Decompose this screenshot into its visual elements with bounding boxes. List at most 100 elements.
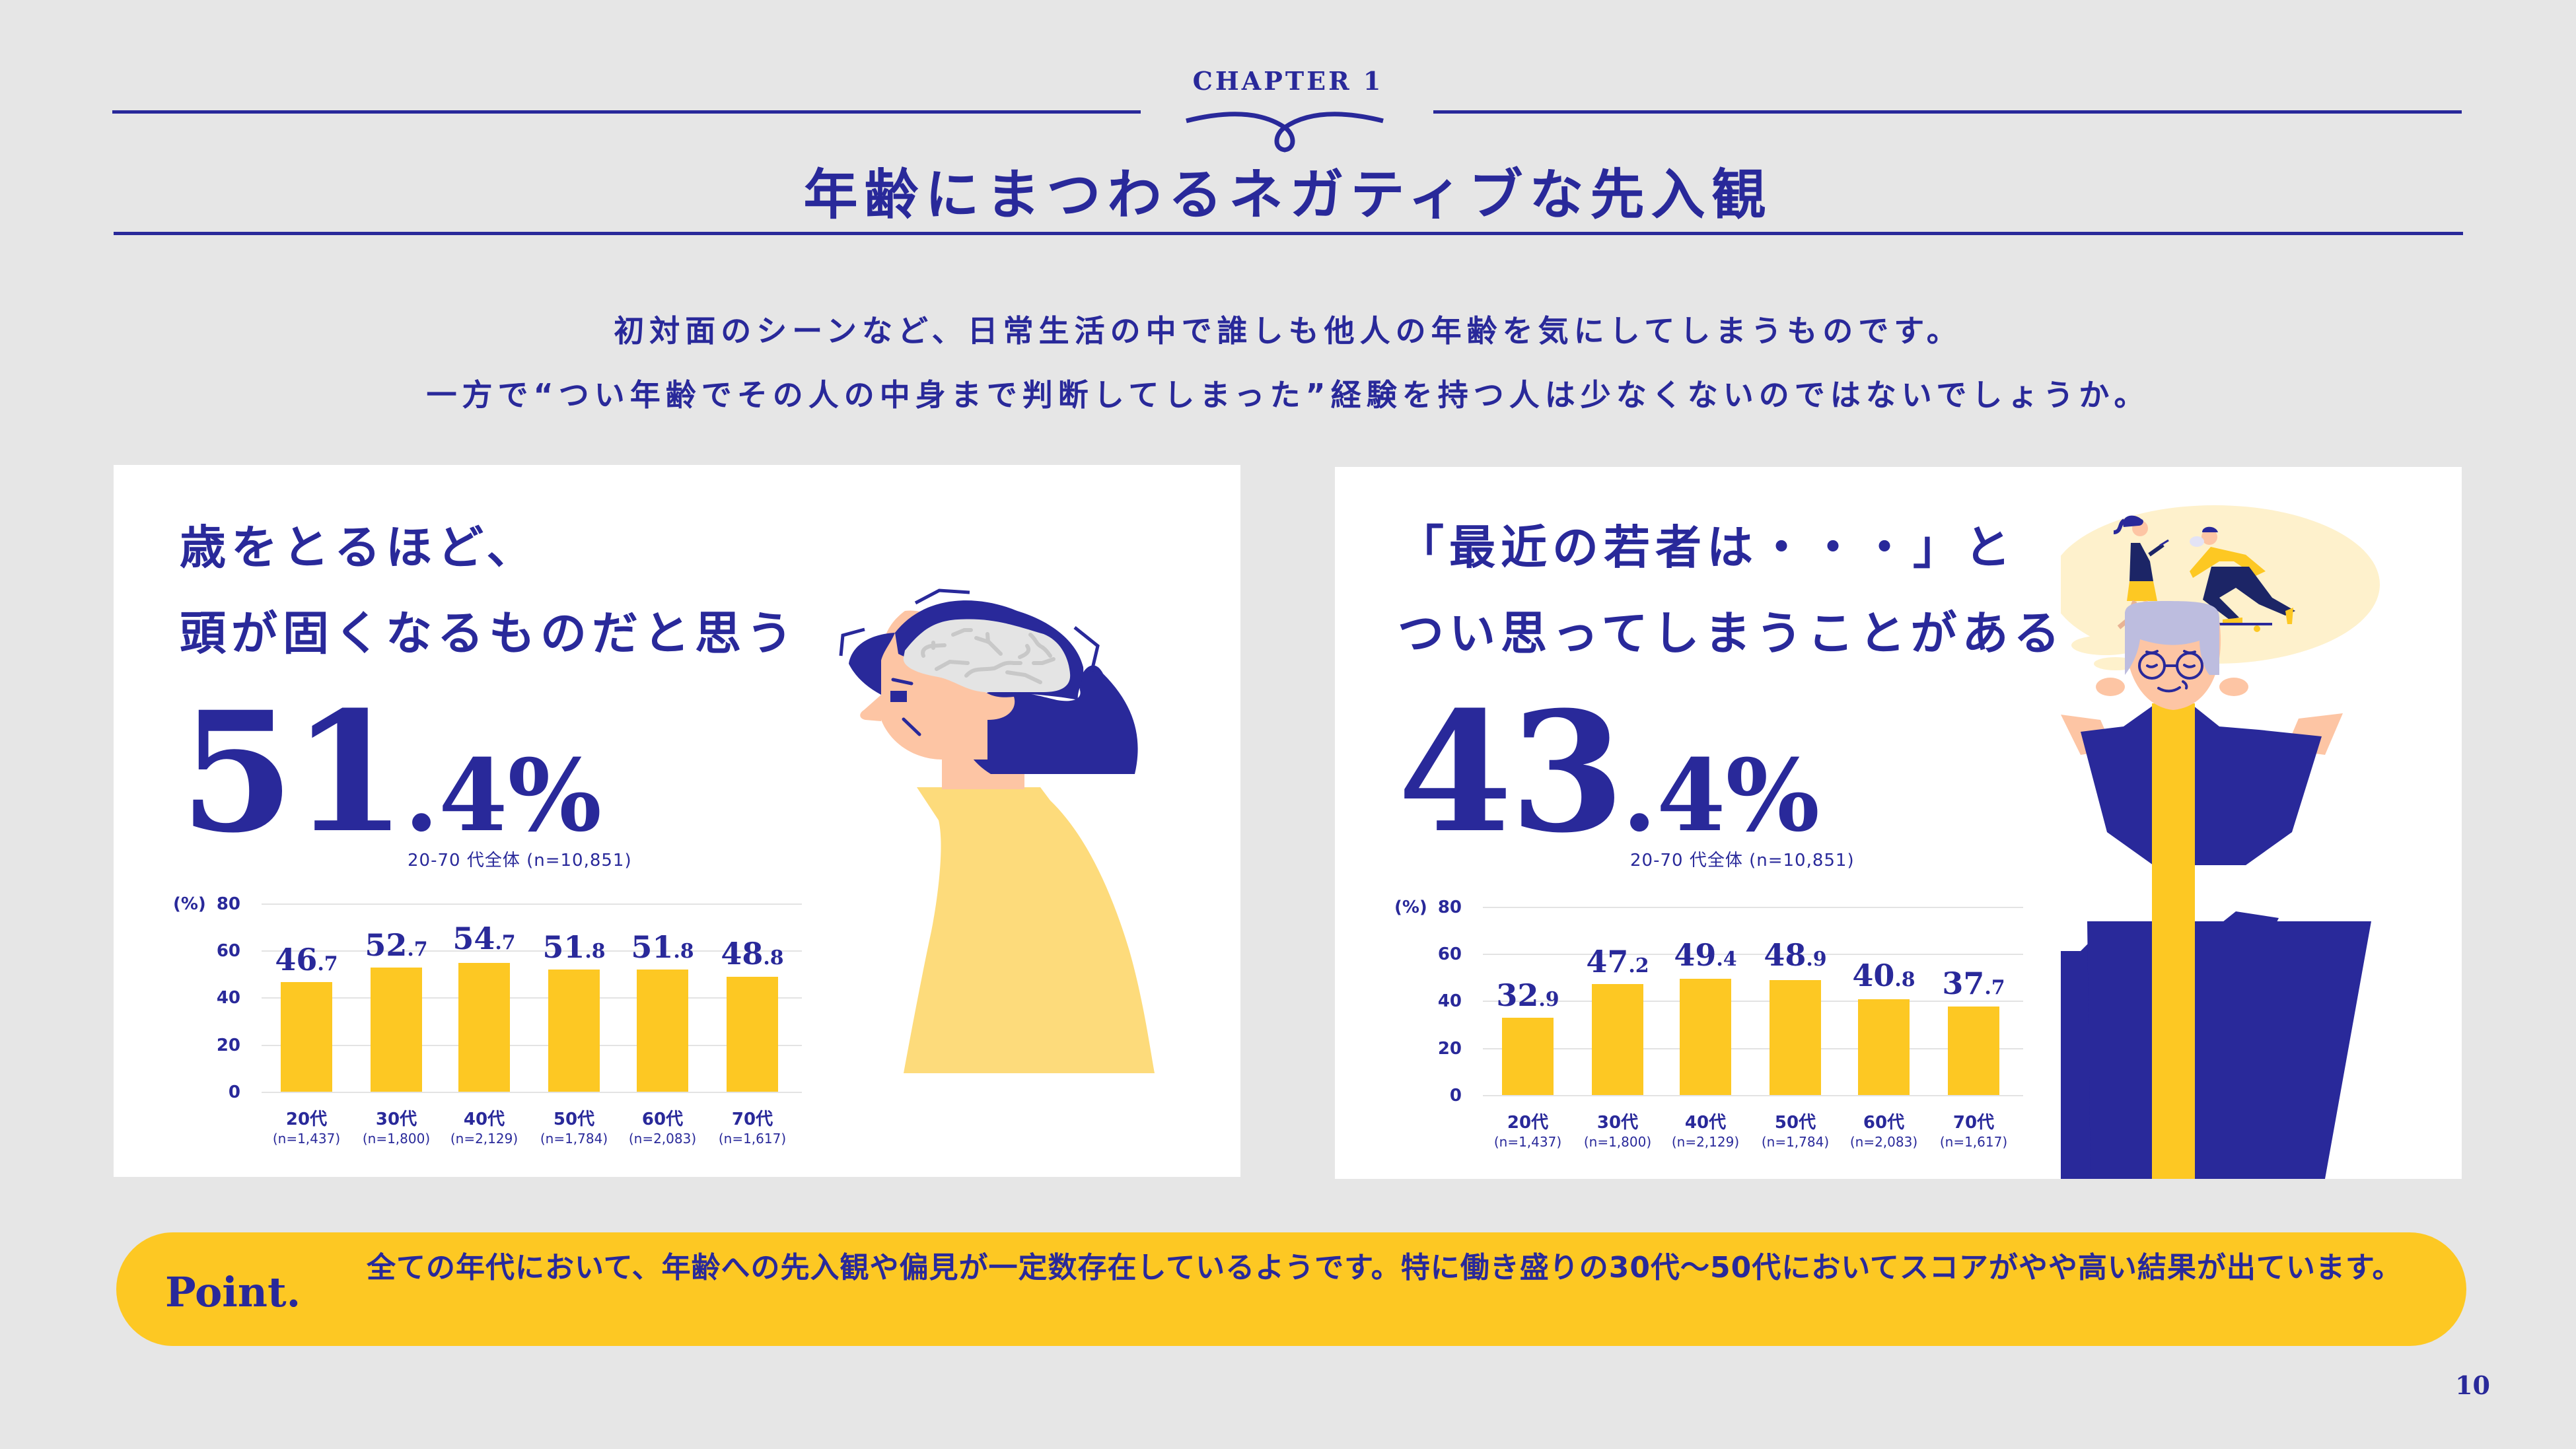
gridline xyxy=(262,997,802,999)
gridline xyxy=(262,903,802,905)
point-callout xyxy=(116,1232,2466,1346)
gridline xyxy=(262,1092,802,1093)
y-tick: 60 xyxy=(216,941,240,961)
panel-heading: 「最近の若者は・・・」と つい思ってしまうことがある xyxy=(1398,505,2065,676)
y-tick: 60 xyxy=(1437,944,1462,964)
category-label: 60代 xyxy=(1863,1113,1905,1133)
category-sample: (n=2,083) xyxy=(1849,1134,1918,1150)
category-sample: (n=1,784) xyxy=(540,1131,608,1147)
bar-30s xyxy=(1592,984,1643,1095)
stat-decimal: .4% xyxy=(404,738,602,854)
panel-heading-line-1: 歳をとるほど、 xyxy=(180,520,538,575)
category-label: 20代 xyxy=(285,1110,328,1129)
bar-50s xyxy=(548,970,600,1092)
header-rule-right xyxy=(1433,110,2462,114)
bar-chart-right: (%) 80 60 40 20 0 32.9 47.2 49.4 48.9 40… xyxy=(1394,890,2055,1167)
category-sample: (n=1,617) xyxy=(1939,1134,2008,1150)
loop-ornament-icon xyxy=(1186,112,1384,153)
gridline xyxy=(1483,907,2023,908)
category-label: 40代 xyxy=(463,1110,505,1129)
bar-70s xyxy=(727,977,778,1092)
category-label: 30代 xyxy=(1596,1113,1639,1133)
category-sample: (n=2,129) xyxy=(1671,1134,1740,1150)
bar-value-label: 47.2 xyxy=(1586,944,1649,979)
chapter-label: CHAPTER 1 xyxy=(1192,66,1384,96)
bar-40s xyxy=(458,963,510,1092)
title-rule xyxy=(114,232,2463,235)
sample-size-note: 20-70 代全体 (n=10,851) xyxy=(408,851,632,870)
category-sample: (n=1,800) xyxy=(1583,1134,1652,1150)
y-axis-unit: (%) xyxy=(173,894,206,914)
bar-30s xyxy=(371,968,422,1092)
bar-value-label: 37.7 xyxy=(1942,966,2005,1001)
bar-value-label: 54.7 xyxy=(452,921,516,956)
category-label: 50代 xyxy=(553,1110,595,1129)
category-label: 40代 xyxy=(1684,1113,1727,1133)
category-sample: (n=1,617) xyxy=(718,1131,787,1147)
bar-value-label: 48.8 xyxy=(721,936,784,972)
stat-panel-right: 「最近の若者は・・・」と つい思ってしまうことがある 43.4% 20-70 代… xyxy=(1335,467,2462,1179)
bar-70s xyxy=(1948,1007,1999,1095)
header-rule-left xyxy=(112,110,1141,114)
bar-40s xyxy=(1680,979,1731,1095)
category-sample: (n=2,129) xyxy=(450,1131,519,1147)
y-axis-unit: (%) xyxy=(1394,898,1427,917)
gridline xyxy=(1483,1048,2023,1049)
elderly-man-thought-bubble-illustration xyxy=(2061,505,2380,1179)
headline-stat: 51.4% xyxy=(180,689,602,855)
stat-decimal: .4% xyxy=(1622,738,1820,854)
page-number: 10 xyxy=(2455,1370,2490,1400)
y-tick: 80 xyxy=(216,894,240,914)
y-tick: 20 xyxy=(1437,1039,1462,1059)
panel-heading-line-2: つい思ってしまうことがある xyxy=(1398,606,2065,660)
bar-value-label: 48.9 xyxy=(1764,937,1827,973)
page-title: 年齢にまつわるネガティブな先入観 xyxy=(803,164,1773,227)
category-sample: (n=1,800) xyxy=(362,1131,431,1147)
bar-value-label: 49.4 xyxy=(1674,937,1737,973)
y-tick: 20 xyxy=(216,1036,240,1055)
lead-line-2: 一方で“つい年齢でその人の中身まで判断してしまった”経験を持つ人は少なくないので… xyxy=(426,377,2150,413)
category-sample: (n=1,437) xyxy=(1493,1134,1562,1150)
gridline xyxy=(262,950,802,952)
y-tick: 40 xyxy=(1437,991,1462,1011)
woman-brain-illustration xyxy=(839,588,1155,1073)
stat-integer: 43 xyxy=(1398,675,1625,869)
bar-value-label: 51.8 xyxy=(542,929,606,965)
bar-value-label: 32.9 xyxy=(1496,977,1559,1013)
category-label: 60代 xyxy=(641,1110,684,1129)
gridline xyxy=(262,1045,802,1046)
bar-20s xyxy=(1502,1018,1554,1095)
lead-line-1: 初対面のシーンなど、日常生活の中で誰しも他人の年齢を気にしてしまうものです。 xyxy=(614,313,1962,349)
category-sample: (n=1,437) xyxy=(272,1131,341,1147)
stat-integer: 51 xyxy=(180,675,407,869)
bar-60s xyxy=(1858,999,1910,1095)
bar-value-label: 52.7 xyxy=(365,927,428,963)
gridline xyxy=(1483,1001,2023,1002)
category-sample: (n=1,784) xyxy=(1761,1134,1830,1150)
bar-value-label: 51.8 xyxy=(631,929,694,965)
point-text: 全ての年代において、年齢への先入観や偏見が一定数存在しているようです。特に働き盛… xyxy=(367,1251,2402,1285)
y-tick: 40 xyxy=(216,988,240,1008)
bar-50s xyxy=(1770,980,1821,1095)
bar-value-label: 40.8 xyxy=(1852,958,1915,993)
category-label: 20代 xyxy=(1507,1113,1549,1133)
y-tick: 80 xyxy=(1437,898,1462,917)
y-tick: 0 xyxy=(1449,1086,1462,1106)
panel-heading-line-1: 「最近の若者は・・・」と xyxy=(1398,520,2016,575)
panel-heading-line-2: 頭が固くなるものだと思う xyxy=(180,606,798,660)
bar-chart-left: (%) 80 60 40 20 0 46.7 52.7 54.7 51.8 51… xyxy=(173,888,834,1165)
gridline xyxy=(1483,954,2023,955)
category-label: 70代 xyxy=(731,1110,773,1129)
point-label: Point. xyxy=(165,1268,301,1316)
category-label: 30代 xyxy=(375,1110,417,1129)
category-label: 50代 xyxy=(1774,1113,1816,1133)
y-tick: 0 xyxy=(228,1082,240,1102)
bar-60s xyxy=(637,970,688,1092)
category-sample: (n=2,083) xyxy=(628,1131,697,1147)
sample-size-note: 20-70 代全体 (n=10,851) xyxy=(1630,851,1855,870)
bar-value-label: 46.7 xyxy=(275,942,338,977)
bar-20s xyxy=(281,982,332,1092)
panel-heading: 歳をとるほど、 頭が固くなるものだと思う xyxy=(180,505,798,676)
headline-stat: 43.4% xyxy=(1398,689,1820,855)
stat-panel-left: 歳をとるほど、 頭が固くなるものだと思う 51.4% 20-70 代全体 (n=… xyxy=(114,465,1240,1177)
